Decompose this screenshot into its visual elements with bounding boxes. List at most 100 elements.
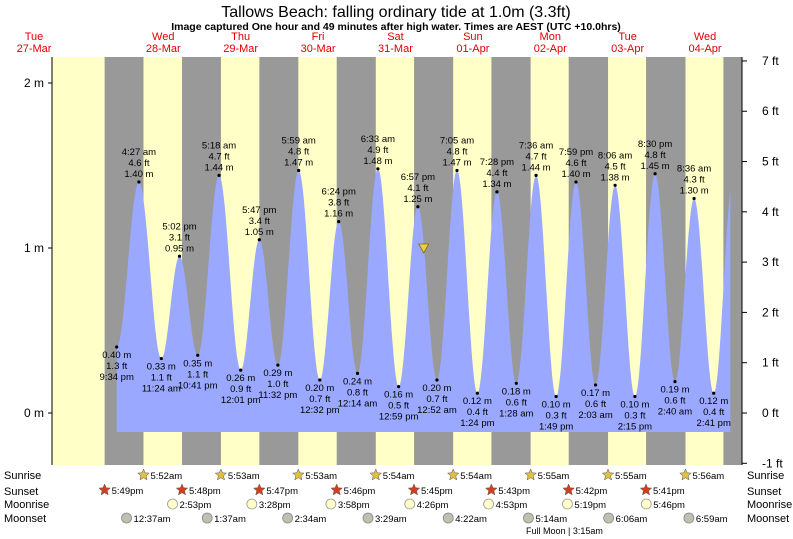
tide-ft-label: 0.3 ft [546, 411, 567, 422]
tide-ft-label: 0.3 ft [624, 411, 645, 422]
tide-m-label: 0.20 m [305, 383, 334, 394]
right-tick-label: 1 ft [762, 356, 779, 370]
moonset-time: 3:29am [375, 514, 407, 525]
tide-m-label: 1.45 m [641, 161, 670, 172]
moonset-row-label-left: Moonset [4, 513, 46, 525]
tide-point [276, 363, 280, 367]
day-of-week-label: Thu [231, 31, 250, 43]
day-of-week-label: Tue [618, 31, 637, 43]
day-of-week-label: Fri [312, 31, 325, 43]
tide-point [257, 238, 261, 242]
chart-header: Tallows Beach: falling ordinary tide at … [171, 4, 621, 33]
moonset-icon [121, 512, 132, 524]
sunset-star-icon [562, 483, 576, 496]
tide-time-label: 2:41 pm [697, 418, 731, 429]
tide-m-label: 1.25 m [403, 194, 432, 205]
day-of-week-label: Tue [25, 31, 44, 43]
tide-point [673, 380, 677, 384]
tide-point [613, 183, 617, 187]
moonrise-icon [562, 498, 573, 510]
sunrise-star-icon [137, 468, 150, 481]
sunset-time: 5:43pm [498, 486, 530, 497]
tide-time-label: 7:59 pm [559, 147, 593, 158]
tide-time-label: 6:33 am [361, 134, 395, 145]
tide-point [115, 345, 119, 349]
tide-m-label: 0.33 m [147, 362, 176, 373]
sunrise-time: 5:55am [538, 471, 570, 482]
tide-point [574, 180, 578, 184]
tide-point [297, 168, 301, 173]
astronomy-rows: Sunrise Sunset Moonrise Moonset Sunrise … [4, 470, 792, 536]
sunset-star-icon [484, 483, 498, 496]
date-label: 28-Mar [146, 43, 181, 55]
tide-area-layer [116, 168, 731, 433]
tide-time-label: 5:02 pm [162, 221, 196, 232]
tide-m-label: 0.17 m [581, 388, 610, 399]
tide-m-label: 1.30 m [680, 186, 709, 197]
tide-time-label: 5:59 am [281, 135, 315, 146]
moonrise-icon [404, 498, 416, 510]
axes-layer: 0 m 1 m 2 m -1 ft 0 ft 1 ft 2 ft 3 ft 4 ft 5 ft 6 … [24, 54, 783, 470]
tide-ft-label: 4.8 ft [645, 150, 666, 161]
sunset-star-icon [98, 483, 111, 496]
tide-m-label: 0.95 m [165, 243, 194, 254]
tide-point [514, 381, 518, 385]
tide-m-label: 1.48 m [363, 156, 392, 167]
tide-ft-label: 1.0 ft [267, 379, 288, 390]
tide-m-label: 0.20 m [422, 383, 451, 394]
tide-point [435, 378, 439, 382]
tide-ft-label: 4.8 ft [288, 146, 309, 157]
tide-ft-label: 4.1 ft [407, 183, 428, 194]
tide-ft-label: 4.9 ft [367, 145, 388, 156]
sunset-row-label-right: Sunset [747, 486, 781, 498]
sunrise-time: 5:56am [692, 471, 724, 482]
date-label: 04-Apr [689, 43, 722, 55]
tide-ft-label: 1.1 ft [187, 369, 208, 380]
moonset-time: 1:37am [214, 514, 246, 525]
tide-m-label: 1.44 m [522, 162, 551, 173]
day-of-week-label: Wed [152, 31, 174, 43]
tide-m-label: 0.35 m [183, 358, 212, 369]
moonrise-icon [167, 498, 178, 510]
day-of-week-label: Mon [540, 31, 561, 43]
left-tick-label: 0 m [24, 406, 44, 420]
tide-time-label: 12:59 pm [379, 412, 419, 423]
sunrise-row-label-right: Sunrise [747, 470, 784, 482]
day-of-week-label: Sun [463, 31, 483, 43]
tide-time-label: 12:01 pm [221, 395, 261, 406]
moon-phase-note: Full Moon | 3:15am [526, 526, 603, 536]
moonrise-row-label-left: Moonrise [4, 499, 49, 511]
moonset-icon [603, 512, 615, 524]
moonset-time: 12:37am [134, 514, 171, 525]
tide-time-label: 1:28 am [499, 408, 533, 419]
tide-point [177, 254, 182, 258]
sunset-time: 5:41pm [653, 486, 685, 497]
tide-point [455, 168, 459, 173]
tide-ft-label: 4.7 ft [208, 151, 229, 162]
tide-point [196, 353, 200, 357]
date-label: 31-Mar [378, 43, 413, 55]
tide-time-label: 12:52 am [417, 405, 457, 416]
sunset-time: 5:46pm [344, 486, 376, 497]
moonrise-icon [640, 498, 652, 510]
moonrise-time: 3:28pm [259, 500, 291, 511]
tide-m-label: 0.40 m [102, 350, 131, 361]
date-label: 03-Apr [611, 43, 644, 55]
right-tick-label: 5 ft [762, 155, 779, 169]
sunrise-star-icon [446, 468, 460, 481]
tide-point [217, 173, 221, 177]
tide-point [554, 394, 558, 399]
tide-ft-label: 0.6 ft [664, 396, 685, 407]
tide-m-label: 0.12 m [699, 396, 728, 407]
date-label: 29-Mar [223, 43, 258, 55]
tide-time-label: 5:47 pm [242, 205, 276, 216]
tide-point [355, 371, 360, 375]
tide-m-label: 0.10 m [620, 400, 649, 411]
tide-ft-label: 4.6 ft [565, 158, 586, 169]
tide-time-label: 7:28 pm [480, 157, 514, 168]
moonrise-icon [246, 498, 258, 510]
tide-time-label: 12:32 pm [300, 405, 340, 416]
sunrise-time: 5:54am [460, 471, 492, 482]
day-of-week-label: Wed [694, 31, 716, 43]
tide-ft-label: 0.5 ft [388, 401, 409, 412]
